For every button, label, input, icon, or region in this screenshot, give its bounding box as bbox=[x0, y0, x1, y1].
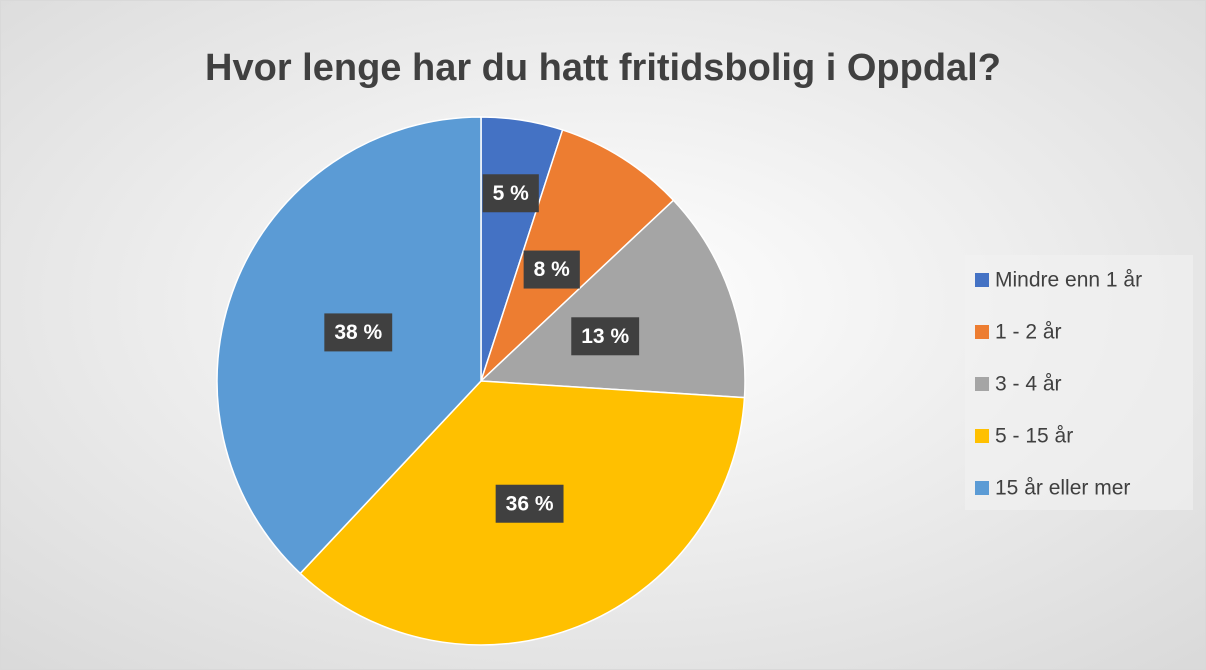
data-label: 8 % bbox=[534, 258, 571, 281]
data-label: 36 % bbox=[506, 492, 554, 515]
data-label: 5 % bbox=[493, 182, 530, 205]
legend-swatch bbox=[975, 377, 989, 391]
legend-label: Mindre enn 1 år bbox=[995, 269, 1142, 292]
legend-swatch bbox=[975, 429, 989, 443]
data-label: 38 % bbox=[334, 321, 382, 344]
data-label-background bbox=[571, 317, 640, 356]
data-label: 13 % bbox=[581, 325, 629, 348]
data-label-background bbox=[482, 174, 539, 213]
legend-label: 3 - 4 år bbox=[995, 373, 1062, 396]
legend-label: 15 år eller mer bbox=[995, 477, 1130, 500]
legend-background bbox=[965, 255, 1193, 510]
data-label-background bbox=[324, 313, 393, 352]
legend-swatch bbox=[975, 481, 989, 495]
chart-title: Hvor lenge har du hatt fritidsbolig i Op… bbox=[205, 47, 1001, 89]
data-label-background bbox=[495, 484, 564, 523]
data-label-background bbox=[523, 250, 580, 289]
legend-swatch bbox=[975, 273, 989, 287]
legend-label: 1 - 2 år bbox=[995, 321, 1062, 344]
pie-slice bbox=[479, 199, 746, 399]
legend-label: 5 - 15 år bbox=[995, 425, 1073, 448]
legend-swatch bbox=[975, 325, 989, 339]
